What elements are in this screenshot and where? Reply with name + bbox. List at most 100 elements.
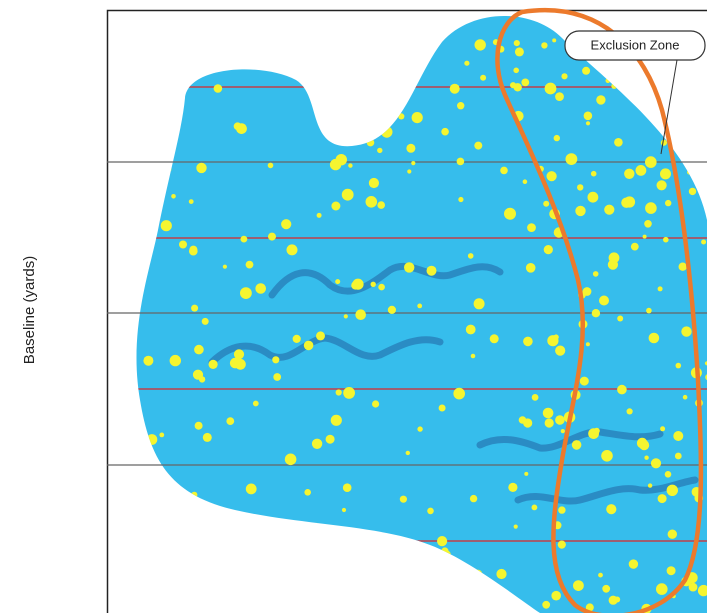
sample-dot <box>141 517 153 529</box>
sample-dot <box>514 47 524 57</box>
sample-dot <box>411 161 416 166</box>
sample-dot <box>660 168 671 180</box>
sample-dot <box>543 245 553 255</box>
sample-dot <box>624 168 635 179</box>
sample-dot <box>663 236 669 243</box>
sample-dot <box>480 74 487 81</box>
sample-dot <box>552 38 557 43</box>
sample-dot <box>367 88 375 96</box>
sample-dot <box>405 450 410 456</box>
sample-dot <box>381 126 393 138</box>
sample-dot <box>343 314 348 319</box>
axis-label: Baseline (yards) <box>21 256 38 364</box>
sample-dot <box>489 334 499 344</box>
water-area <box>136 15 707 613</box>
sample-dot <box>188 199 194 205</box>
sample-dot <box>621 197 632 208</box>
sample-dot <box>304 489 312 496</box>
sample-dot <box>605 78 611 84</box>
callout-leader <box>660 59 678 155</box>
sample-dot <box>673 431 684 441</box>
sample-dot <box>542 600 551 609</box>
sample-dot <box>258 37 265 45</box>
sample-dot <box>469 494 478 503</box>
sample-dot <box>558 506 566 514</box>
sample-dot <box>228 61 235 68</box>
sample-dot <box>129 308 133 312</box>
sample-dot <box>627 76 634 83</box>
sample-dot <box>355 309 367 321</box>
sample-dot <box>582 66 591 75</box>
sample-dot <box>553 134 560 142</box>
sample-dot <box>555 92 564 101</box>
sample-dot <box>148 452 154 459</box>
sample-dot <box>159 432 165 438</box>
sample-dot <box>518 416 527 424</box>
sample-dot <box>522 179 528 184</box>
sample-dot <box>513 67 519 74</box>
sample-dot <box>617 315 624 322</box>
sample-dot <box>352 278 364 290</box>
sample-dot <box>146 434 158 445</box>
sample-dot <box>555 345 566 356</box>
sample-dot <box>650 458 662 469</box>
sample-dot <box>577 184 584 191</box>
sample-dot <box>426 265 437 276</box>
sample-dot <box>573 580 584 591</box>
sample-dot <box>704 361 707 366</box>
sample-dot <box>658 80 665 87</box>
sample-dot <box>404 262 415 273</box>
sample-dot <box>368 177 379 189</box>
sample-dot <box>630 242 639 251</box>
sample-dot <box>585 121 591 126</box>
sample-dot <box>245 260 254 269</box>
sample-dot <box>365 196 378 208</box>
sample-dot <box>542 407 554 419</box>
sample-dot <box>292 334 301 343</box>
sample-dot <box>465 324 476 335</box>
sample-dot <box>648 332 660 344</box>
sample-dot <box>255 283 266 294</box>
sample-dot <box>639 440 650 451</box>
sample-dot <box>575 205 586 217</box>
sample-dot <box>136 180 138 190</box>
sample-dot <box>585 603 594 612</box>
current <box>208 334 444 366</box>
sample-dot <box>657 494 667 504</box>
sample-dot <box>674 138 682 147</box>
sample-dot <box>601 450 613 462</box>
sample-dot <box>587 191 599 203</box>
sample-dot <box>222 59 228 65</box>
sample-dot <box>525 263 536 273</box>
sample-dot <box>604 204 615 215</box>
sample-dot <box>644 220 652 228</box>
sample-dot <box>368 543 374 550</box>
sample-dot <box>647 483 653 488</box>
sample-dot <box>417 589 428 600</box>
sample-dot <box>697 165 704 172</box>
sample-dot <box>590 170 597 177</box>
sample-dot <box>688 187 697 196</box>
sample-dot <box>166 118 173 125</box>
sample-dot <box>366 138 375 147</box>
sample-dot <box>664 471 672 478</box>
sample-dot <box>473 569 483 579</box>
sample-dot <box>675 362 682 369</box>
sample-dot <box>233 349 245 360</box>
sample-dot <box>204 52 216 64</box>
sample-dot <box>602 584 611 593</box>
sample-dot <box>358 39 363 44</box>
sample-dot <box>189 245 198 254</box>
sample-dot <box>453 387 466 400</box>
sample-dot <box>541 42 548 49</box>
sample-dot <box>560 429 565 434</box>
sample-dot <box>333 53 340 60</box>
sample-dot <box>202 432 212 442</box>
sample-dot <box>161 163 172 174</box>
plot-frame <box>106 9 707 613</box>
sample-dot <box>325 434 335 444</box>
sample-dot <box>240 287 252 299</box>
sample-dot <box>473 298 485 310</box>
sample-dot <box>682 394 688 400</box>
